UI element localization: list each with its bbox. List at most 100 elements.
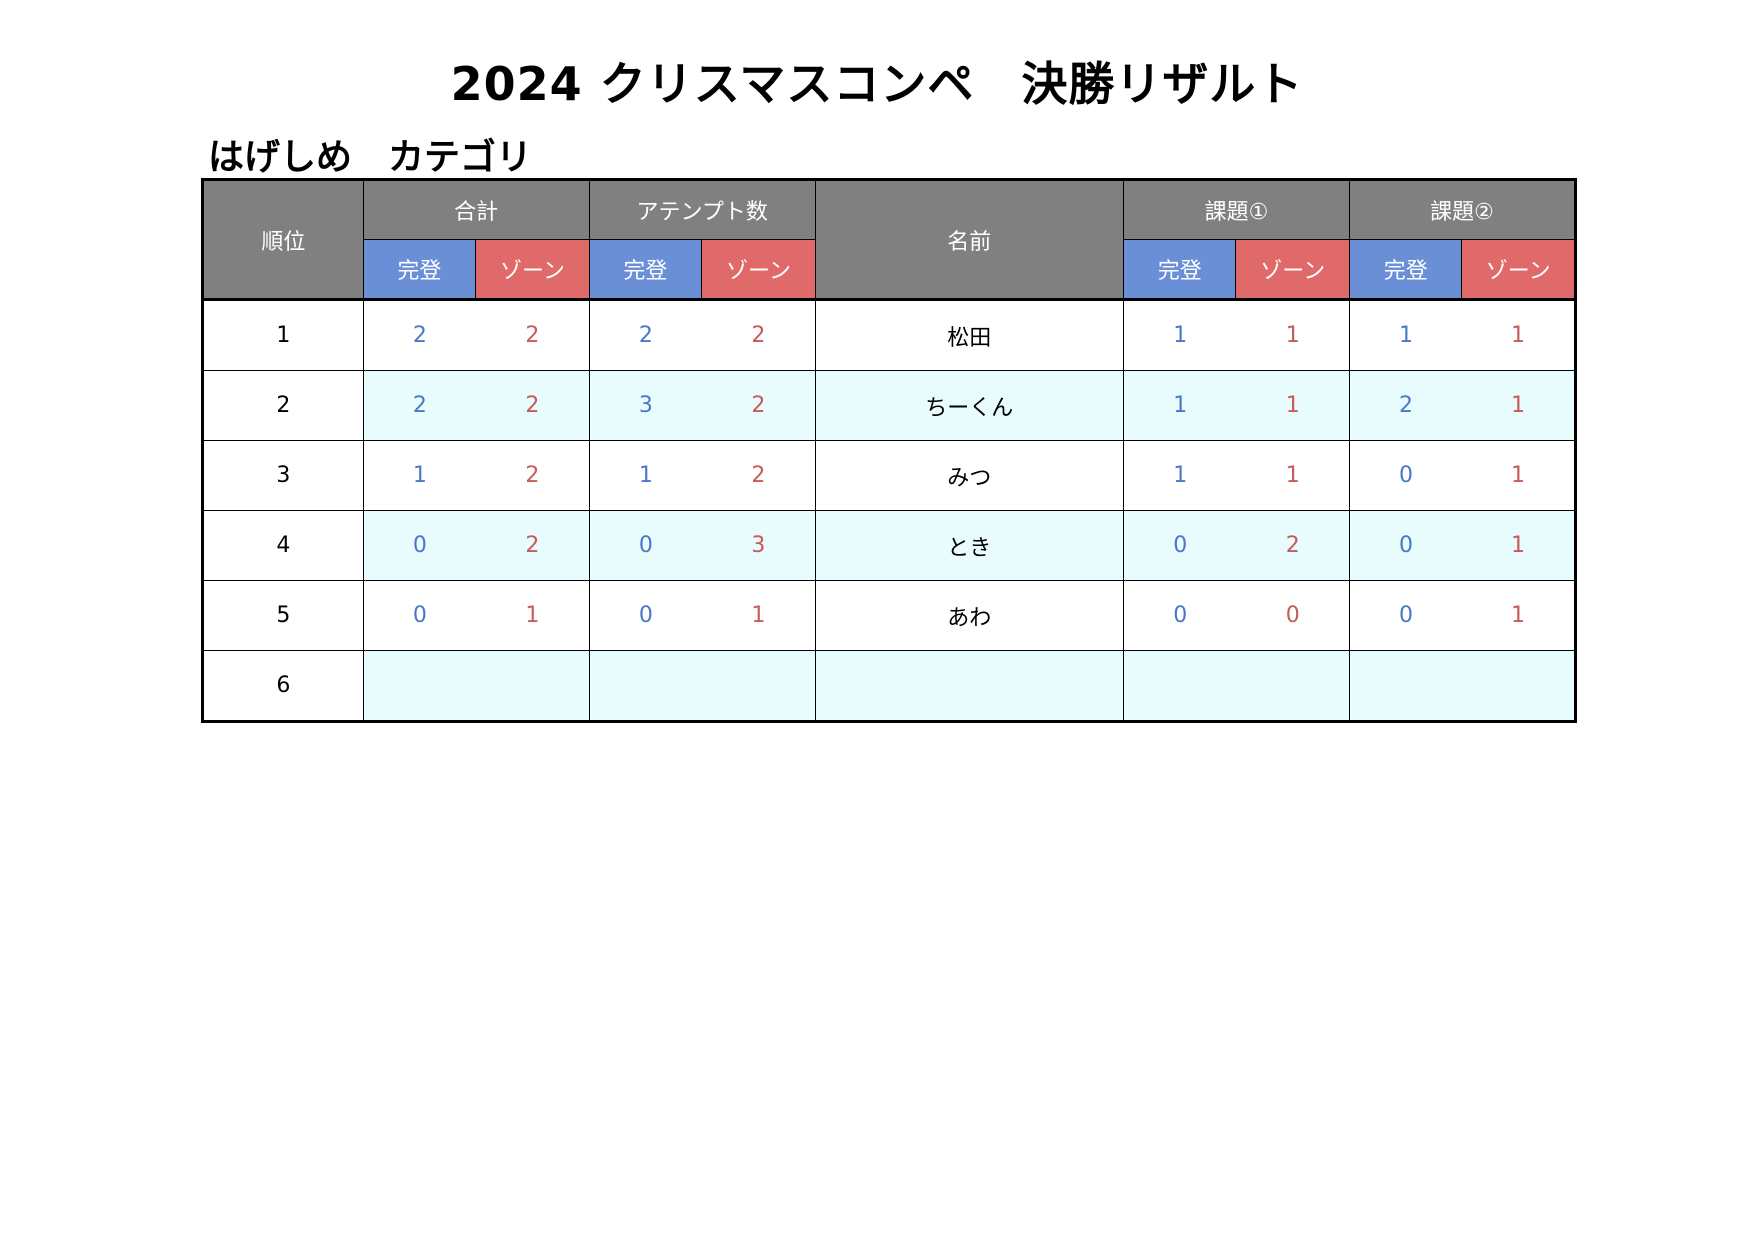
attempts-zone-value: 3 [751, 533, 766, 558]
header-problem1-top: 完登 [1122, 239, 1237, 300]
problem1-zone-value: 2 [1285, 533, 1300, 558]
problem1-zone-value: 1 [1285, 393, 1300, 418]
problem1-top-value: 1 [1173, 323, 1188, 348]
rank-cell: 4 [202, 510, 364, 581]
header-problem1-zone: ゾーン [1235, 239, 1350, 300]
attempts-zone-value: 1 [751, 603, 766, 628]
problem1-top-value: 1 [1173, 463, 1188, 488]
total-top-value: 1 [412, 463, 427, 488]
header-total-top: 完登 [362, 239, 477, 300]
problem1-zone-value: 1 [1285, 463, 1300, 488]
header-total-zone: ゾーン [475, 239, 590, 300]
total-zone-value: 2 [525, 393, 540, 418]
attempts-top-value: 1 [638, 463, 653, 488]
name-cell: みつ [814, 440, 1124, 511]
rank-cell: 3 [202, 440, 364, 511]
problem1-top-value: 1 [1173, 393, 1188, 418]
rank-cell: 6 [202, 650, 364, 722]
header-attempts: アテンプト数 [588, 179, 816, 240]
total-top-value: 2 [412, 393, 427, 418]
header-problem2-zone: ゾーン [1461, 239, 1576, 300]
header-rank: 順位 [202, 179, 364, 300]
problem2-zone-value: 1 [1510, 533, 1525, 558]
header-problem1: 課題① [1122, 179, 1350, 240]
rank-cell: 1 [202, 299, 364, 371]
name-cell: あわ [814, 580, 1124, 651]
category-heading: はげしめ カテゴリ [208, 137, 533, 178]
total-zone-value: 2 [525, 533, 540, 558]
attempts-zone-value: 2 [751, 393, 766, 418]
problem2-top-value: 0 [1398, 463, 1413, 488]
header-name: 名前 [814, 179, 1124, 300]
problem2-cell [1348, 650, 1577, 722]
problem2-zone-value: 1 [1510, 393, 1525, 418]
total-zone-value: 2 [525, 463, 540, 488]
problem2-top-value: 2 [1398, 393, 1413, 418]
problem2-zone-value: 1 [1510, 463, 1525, 488]
header-problem2: 課題② [1348, 179, 1577, 240]
problem1-top-value: 0 [1173, 603, 1188, 628]
name-cell: 松田 [814, 299, 1124, 371]
name-cell [814, 650, 1124, 722]
total-top-value: 0 [412, 533, 427, 558]
attempts-cell [588, 650, 816, 722]
header-attempts-zone: ゾーン [701, 239, 816, 300]
problem2-top-value: 1 [1398, 323, 1413, 348]
page-title: 2024 クリスマスコンペ 決勝リザルト [450, 57, 1304, 111]
attempts-top-value: 2 [638, 323, 653, 348]
name-cell: とき [814, 510, 1124, 581]
total-zone-value: 1 [525, 603, 540, 628]
problem2-zone-value: 1 [1510, 603, 1525, 628]
problem1-zone-value: 1 [1285, 323, 1300, 348]
table-row: 6 [202, 650, 1577, 722]
problem1-cell [1122, 650, 1350, 722]
rank-cell: 5 [202, 580, 364, 651]
attempts-top-value: 3 [638, 393, 653, 418]
header-attempts-top: 完登 [588, 239, 703, 300]
problem1-zone-value: 0 [1285, 603, 1300, 628]
total-zone-value: 2 [525, 323, 540, 348]
problem1-top-value: 0 [1173, 533, 1188, 558]
total-top-value: 2 [412, 323, 427, 348]
name-cell: ちーくん [814, 370, 1124, 441]
total-top-value: 0 [412, 603, 427, 628]
problem2-top-value: 0 [1398, 603, 1413, 628]
attempts-top-value: 0 [638, 603, 653, 628]
problem2-zone-value: 1 [1510, 323, 1525, 348]
problem2-top-value: 0 [1398, 533, 1413, 558]
results-table: 順位 合計 アテンプト数 名前 課題① 課題② 完登 ゾーン 完登 ゾーン 完登… [201, 178, 1577, 723]
total-cell [362, 650, 590, 722]
header-problem2-top: 完登 [1348, 239, 1463, 300]
header-total: 合計 [362, 179, 590, 240]
attempts-top-value: 0 [638, 533, 653, 558]
attempts-zone-value: 2 [751, 323, 766, 348]
attempts-zone-value: 2 [751, 463, 766, 488]
rank-cell: 2 [202, 370, 364, 441]
